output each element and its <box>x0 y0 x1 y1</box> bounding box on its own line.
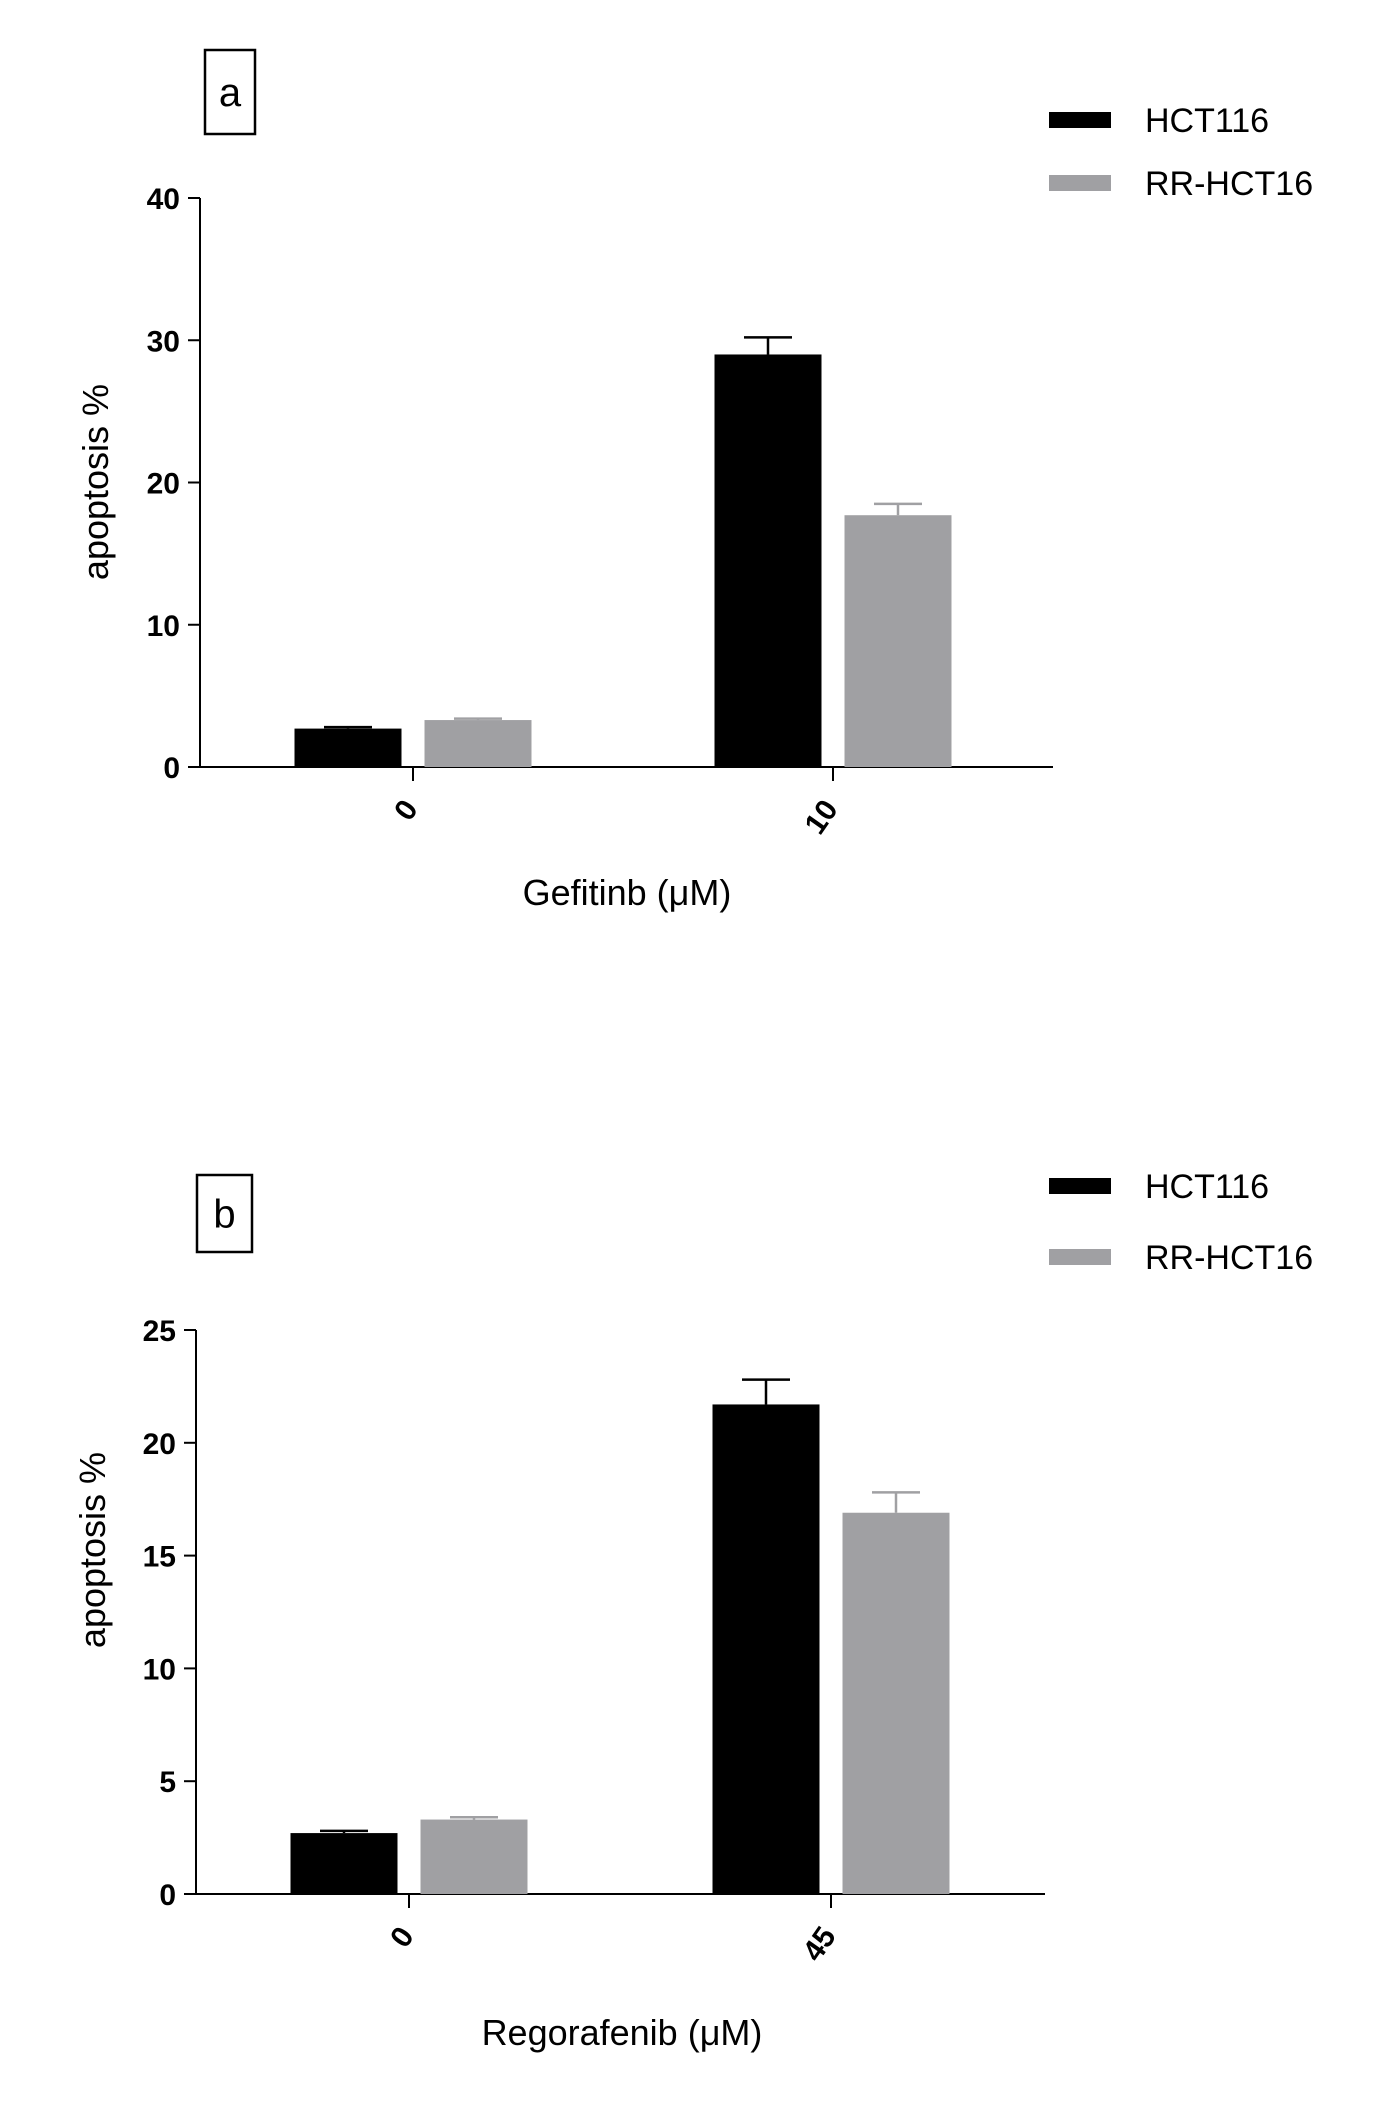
x-tick-label: 45 <box>797 1921 843 1967</box>
x-axis-title: Regorafenib (μM) <box>482 2012 763 2053</box>
bar-hct116-0 <box>294 728 402 767</box>
x-tick-label: 0 <box>388 794 425 827</box>
panel-letter-box <box>195 1173 254 1254</box>
bar-rr-hct16-0 <box>424 720 532 767</box>
x-tick-label: 10 <box>799 794 845 840</box>
legend-swatch-rr-hct16 <box>1049 1249 1111 1265</box>
legend-label-rr-hct16: RR-HCT16 <box>1145 165 1313 203</box>
y-axis-title: apoptosis % <box>72 1452 113 1648</box>
bar-rr-hct16-0 <box>420 1819 528 1894</box>
y-tick-label: 20 <box>143 1428 176 1461</box>
panel-letter: a <box>219 71 242 115</box>
legend-swatch-hct116 <box>1049 112 1111 128</box>
legend-label-hct116: HCT116 <box>1145 102 1269 140</box>
chart-svg-b: b HCT116 RR-HCT16 0 5 10 15 20 25 0 45 apoptosis % R… <box>72 1168 1313 2053</box>
bar-rr-hct16-10 <box>844 515 952 767</box>
y-tick-label: 10 <box>147 610 180 643</box>
panel-letter-box <box>203 48 257 136</box>
x-axis-title: Gefitinb (μM) <box>523 872 732 913</box>
y-axis-title: apoptosis % <box>75 384 116 580</box>
legend-label-hct116: HCT116 <box>1145 1168 1269 1206</box>
chart-panel-a: a HCT116 RR-HCT16 0 10 20 30 40 0 10 apoptosis % Ge… <box>0 0 1387 1060</box>
y-tick-label: 20 <box>147 468 180 501</box>
y-tick-label: 15 <box>143 1541 176 1574</box>
x-tick-label: 0 <box>384 1921 421 1954</box>
y-tick-label: 25 <box>143 1315 176 1348</box>
bar-hct116-0 <box>290 1833 398 1894</box>
y-tick-label: 30 <box>147 325 180 358</box>
chart-panel-b: b HCT116 RR-HCT16 0 5 10 15 20 25 0 45 apoptosis % R… <box>0 1060 1387 2120</box>
y-tick-label: 10 <box>143 1653 176 1686</box>
y-tick-label: 0 <box>163 752 180 785</box>
bar-hct116-10 <box>714 354 822 767</box>
panel-letter: b <box>213 1193 235 1237</box>
y-tick-label: 40 <box>147 183 180 216</box>
chart-svg-a: a HCT116 RR-HCT16 0 10 20 30 40 0 10 apoptosis % Ge… <box>75 48 1313 913</box>
legend-swatch-rr-hct16 <box>1049 175 1111 191</box>
y-tick-label: 5 <box>159 1766 176 1799</box>
bar-hct116-45 <box>712 1404 820 1894</box>
y-tick-label: 0 <box>159 1879 176 1912</box>
bar-rr-hct16-45 <box>842 1512 950 1894</box>
legend-label-rr-hct16: RR-HCT16 <box>1145 1239 1313 1277</box>
legend-swatch-hct116 <box>1049 1178 1111 1194</box>
